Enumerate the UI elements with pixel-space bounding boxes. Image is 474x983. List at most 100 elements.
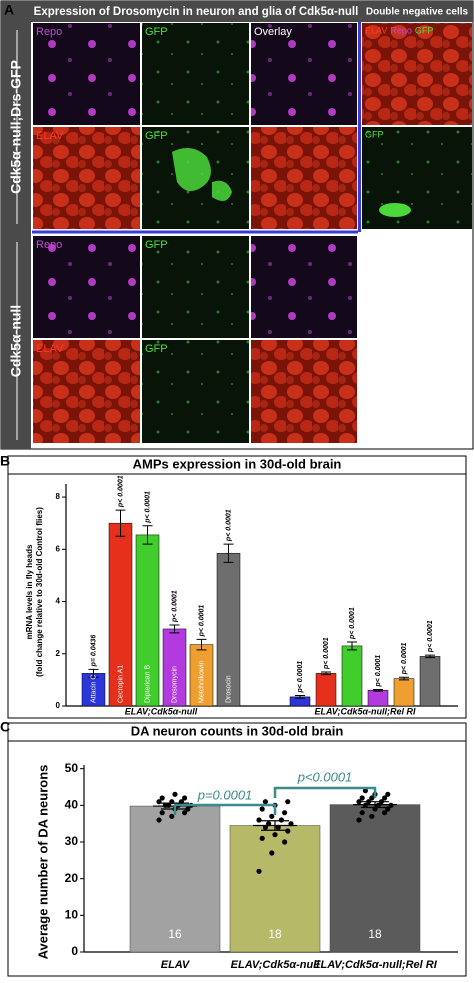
panel-b: B AMPs expression in 30d-old brain mRNA le…	[0, 453, 467, 719]
p-value-label: p< 0.0001	[297, 661, 304, 694]
data-point	[362, 788, 368, 794]
legend-entry: Drosocin	[225, 675, 232, 703]
micrograph	[251, 236, 357, 338]
p-value-label: p< 0.0001	[323, 637, 330, 670]
panel-letter: A	[4, 2, 14, 18]
data-point	[359, 810, 365, 816]
channel-label: GFP	[145, 239, 168, 251]
micrograph	[251, 127, 357, 229]
side-title: Double negative cells	[366, 7, 469, 18]
p-value-label: p< 0.0001	[117, 475, 124, 508]
comparison-label: p<0.0001	[297, 769, 353, 784]
y-tick-label: 30	[65, 834, 79, 848]
n-label: 18	[368, 927, 382, 941]
y-tick-label: 20	[65, 871, 79, 885]
data-point	[272, 832, 278, 838]
channel-label: Repo	[36, 239, 62, 251]
micrograph	[142, 236, 249, 338]
row-label: Cdk5α-null	[8, 305, 24, 377]
channel-label: Overlay	[254, 26, 292, 38]
data-point	[172, 791, 178, 797]
error-bar	[115, 509, 126, 537]
error-bar	[253, 820, 297, 831]
channel-label: GFP	[145, 343, 168, 355]
legend-entry: Drosomycin	[171, 666, 178, 703]
panel-title: Expression of Drosomycin in neuron and g…	[34, 6, 359, 18]
micrograph	[362, 127, 472, 229]
error-bar	[399, 676, 409, 681]
bar	[341, 645, 363, 707]
channel-label: ELAV	[36, 343, 64, 355]
channel-label: Repo	[36, 26, 62, 38]
micrograph	[33, 236, 140, 338]
y-tick-label: 50	[65, 761, 79, 775]
y-tick-label: 0	[71, 944, 78, 958]
data-point	[282, 839, 288, 845]
y-tick-label: 40	[65, 798, 79, 812]
error-bar	[295, 695, 305, 699]
data-point	[282, 810, 288, 816]
legend-entry: Metchnikowin	[198, 660, 205, 703]
y-tick-label: 4	[56, 597, 61, 606]
y-tick-label: 10	[65, 908, 79, 922]
bar	[129, 805, 221, 953]
x-tick-label: ELAV	[161, 959, 191, 971]
data-point	[156, 799, 162, 805]
p-value-label: p< 0.0001	[171, 590, 178, 623]
bar	[229, 825, 321, 953]
data-point	[285, 828, 291, 834]
data-point	[156, 817, 162, 823]
data-point	[256, 868, 262, 874]
bar	[393, 678, 415, 707]
error-bar	[196, 638, 207, 651]
error-bar	[321, 671, 331, 676]
x-tick-label: ELAV;Cdk5α-null;Rel RI	[314, 706, 416, 716]
micrograph	[251, 23, 357, 125]
panel-a: A Expression of Drosomycin in neuron and …	[0, 0, 474, 450]
channel-label: GFP	[365, 129, 384, 139]
error-bar	[223, 543, 234, 563]
side-strip	[1, 22, 31, 449]
error-bar	[88, 668, 99, 678]
panel-c: C DA neuron counts in 30d-old brain Averag…	[0, 719, 467, 977]
p-value-label: p< 0.0001	[225, 509, 232, 542]
micrograph	[362, 23, 472, 125]
data-point	[182, 795, 188, 801]
y-axis-label: mRNA levels in fly heads	[25, 544, 34, 639]
x-tick-label: ELAV;Cdk5α-null	[125, 706, 198, 716]
legend-entry: Cecropin A1	[117, 665, 124, 703]
channel-label: Repo	[390, 25, 412, 35]
error-bar	[425, 654, 435, 659]
y-tick-label: 0	[56, 701, 61, 710]
data-point	[169, 813, 175, 819]
data-point	[182, 810, 188, 816]
p-value-label: p< 0.0001	[427, 620, 434, 653]
micrograph	[33, 23, 140, 125]
row-label: Cdk5α-null;Drs-GFP	[8, 60, 24, 194]
y-tick-label: 8	[56, 492, 61, 501]
p-value-label: p< 0.0001	[349, 607, 356, 640]
error-bar	[169, 624, 180, 634]
y-axis-label: (fold change relative to 30d-old Control…	[35, 507, 44, 677]
data-point	[278, 817, 284, 823]
comparison-label: p=0.0001	[197, 787, 253, 802]
chart-title: DA neuron counts in 30d-old brain	[131, 723, 344, 738]
error-bar	[347, 641, 357, 651]
micrograph	[33, 340, 140, 443]
n-label: 16	[168, 927, 182, 941]
data-point	[382, 810, 388, 816]
error-bar	[373, 689, 383, 692]
channel-label: ELAV	[365, 25, 387, 35]
y-tick-label: 6	[56, 544, 61, 553]
data-point	[359, 795, 365, 801]
micrograph	[33, 127, 140, 229]
data-point	[356, 799, 362, 805]
panel-letter: B	[0, 453, 10, 469]
n-label: 18	[268, 927, 282, 941]
p-value-label: p< 0.0001	[144, 491, 151, 524]
y-tick-label: 2	[56, 649, 61, 658]
p-value-label: p< 0.0001	[198, 605, 205, 638]
micrograph	[142, 340, 249, 443]
